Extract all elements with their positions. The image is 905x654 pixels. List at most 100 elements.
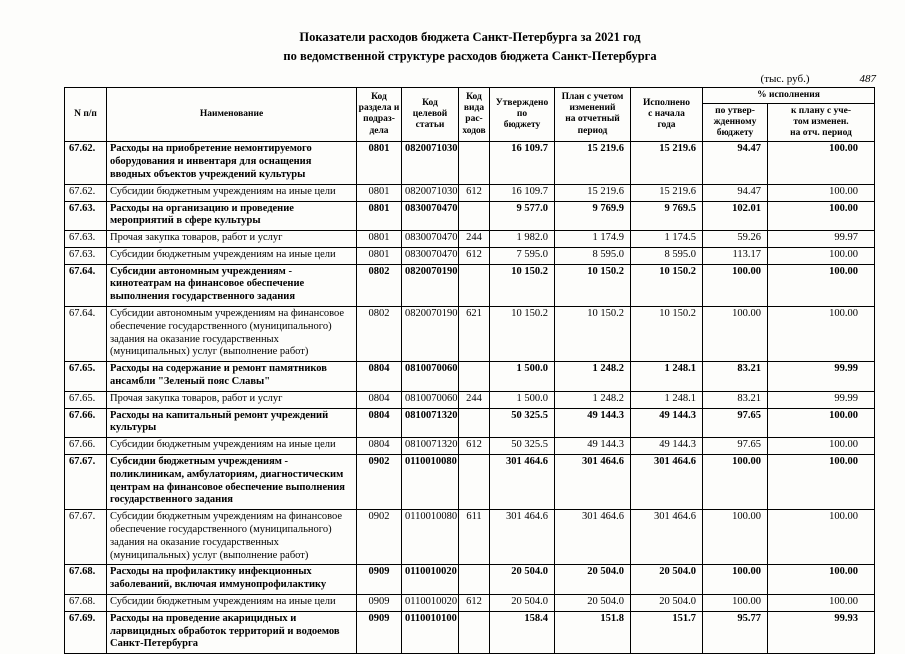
row-pct-budget-cell: 59.26 xyxy=(703,231,768,248)
row-pct-budget-cell: 100.00 xyxy=(703,455,768,510)
row-executed-cell: 15 219.6 xyxy=(631,184,703,201)
row-executed-cell: 301 464.6 xyxy=(631,455,703,510)
col-header-percent-budget: по утвер- жденному бюджету xyxy=(703,103,768,142)
row-executed-cell: 1 174.5 xyxy=(631,231,703,248)
row-type-code-cell: 611 xyxy=(459,510,490,565)
row-article-code-cell: 0110010080 xyxy=(402,455,459,510)
row-type-code-cell xyxy=(459,362,490,392)
row-executed-cell: 20 504.0 xyxy=(631,565,703,595)
row-article-code-cell: 0110010020 xyxy=(402,565,459,595)
row-pct-plan-cell: 100.00 xyxy=(768,595,875,612)
row-number-cell: 67.65. xyxy=(65,362,107,392)
row-name-cell: Субсидии автономным учреждениям - киноте… xyxy=(107,264,357,306)
row-pct-budget-cell: 95.77 xyxy=(703,611,768,653)
row-pct-plan-cell: 100.00 xyxy=(768,184,875,201)
row-number-cell: 67.64. xyxy=(65,264,107,306)
row-approved-cell: 50 325.5 xyxy=(490,438,555,455)
row-type-code-cell xyxy=(459,611,490,653)
row-section-code-cell: 0909 xyxy=(357,611,402,653)
row-number-cell: 67.67. xyxy=(65,510,107,565)
table-row: 67.62. Расходы на приобретение немонтиру… xyxy=(65,142,875,184)
row-article-code-cell: 0820071030 xyxy=(402,142,459,184)
row-number-cell: 67.67. xyxy=(65,455,107,510)
row-type-code-cell xyxy=(459,201,490,231)
row-approved-cell: 7 595.0 xyxy=(490,247,555,264)
row-pct-budget-cell: 100.00 xyxy=(703,510,768,565)
row-pct-budget-cell: 100.00 xyxy=(703,565,768,595)
col-header-article-code: Код целевой статьи xyxy=(402,87,459,142)
col-header-executed: Исполнено с начала года xyxy=(631,87,703,142)
row-plan-cell: 301 464.6 xyxy=(555,510,631,565)
row-plan-cell: 10 150.2 xyxy=(555,307,631,362)
table-body: 67.62. Расходы на приобретение немонтиру… xyxy=(65,142,875,654)
row-pct-budget-cell: 100.00 xyxy=(703,595,768,612)
row-name-cell: Субсидии бюджетным учреждениям - поликли… xyxy=(107,455,357,510)
row-pct-plan-cell: 100.00 xyxy=(768,455,875,510)
table-row: 67.63. Субсидии бюджетным учреждениям на… xyxy=(65,247,875,264)
document-title-line2: по ведомственной структуре расходов бюдж… xyxy=(64,47,876,66)
row-section-code-cell: 0902 xyxy=(357,510,402,565)
row-pct-plan-cell: 100.00 xyxy=(768,247,875,264)
row-approved-cell: 301 464.6 xyxy=(490,455,555,510)
row-pct-plan-cell: 100.00 xyxy=(768,201,875,231)
col-header-type-code: Код вида рас- ходов xyxy=(459,87,490,142)
row-pct-plan-cell: 99.99 xyxy=(768,362,875,392)
row-pct-budget-cell: 83.21 xyxy=(703,362,768,392)
table-row: 67.62. Субсидии бюджетным учреждениям на… xyxy=(65,184,875,201)
row-plan-cell: 20 504.0 xyxy=(555,595,631,612)
row-approved-cell: 158.4 xyxy=(490,611,555,653)
row-executed-cell: 9 769.5 xyxy=(631,201,703,231)
row-approved-cell: 20 504.0 xyxy=(490,565,555,595)
row-plan-cell: 1 174.9 xyxy=(555,231,631,248)
row-section-code-cell: 0801 xyxy=(357,231,402,248)
row-section-code-cell: 0801 xyxy=(357,184,402,201)
row-type-code-cell: 612 xyxy=(459,438,490,455)
row-name-cell: Субсидии бюджетным учреждениям на финанс… xyxy=(107,510,357,565)
row-type-code-cell: 612 xyxy=(459,184,490,201)
row-type-code-cell: 244 xyxy=(459,391,490,408)
row-pct-budget-cell: 94.47 xyxy=(703,142,768,184)
row-number-cell: 67.68. xyxy=(65,565,107,595)
table-row: 67.66. Субсидии бюджетным учреждениям на… xyxy=(65,438,875,455)
row-plan-cell: 49 144.3 xyxy=(555,408,631,438)
row-approved-cell: 10 150.2 xyxy=(490,264,555,306)
row-article-code-cell: 0810071320 xyxy=(402,408,459,438)
row-article-code-cell: 0110010020 xyxy=(402,595,459,612)
row-pct-budget-cell: 100.00 xyxy=(703,307,768,362)
row-executed-cell: 1 248.1 xyxy=(631,391,703,408)
row-pct-budget-cell: 97.65 xyxy=(703,408,768,438)
row-type-code-cell: 612 xyxy=(459,595,490,612)
col-header-approved: Утверждено по бюджету xyxy=(490,87,555,142)
row-type-code-cell xyxy=(459,408,490,438)
row-section-code-cell: 0804 xyxy=(357,408,402,438)
row-number-cell: 67.63. xyxy=(65,201,107,231)
row-pct-plan-cell: 100.00 xyxy=(768,565,875,595)
document-title-line1: Показатели расходов бюджета Санкт-Петерб… xyxy=(64,28,876,47)
col-header-percent-plan: к плану с уче- том изменен. на отч. пери… xyxy=(768,103,875,142)
row-article-code-cell: 0820070190 xyxy=(402,264,459,306)
row-pct-plan-cell: 99.97 xyxy=(768,231,875,248)
row-article-code-cell: 0810070060 xyxy=(402,362,459,392)
row-approved-cell: 16 109.7 xyxy=(490,142,555,184)
col-header-num: N п/п xyxy=(65,87,107,142)
row-pct-plan-cell: 99.99 xyxy=(768,391,875,408)
row-approved-cell: 301 464.6 xyxy=(490,510,555,565)
row-article-code-cell: 0820070190 xyxy=(402,307,459,362)
table-row: 67.68. Субсидии бюджетным учреждениям на… xyxy=(65,595,875,612)
row-name-cell: Прочая закупка товаров, работ и услуг xyxy=(107,231,357,248)
row-pct-plan-cell: 100.00 xyxy=(768,510,875,565)
row-executed-cell: 10 150.2 xyxy=(631,264,703,306)
table-row: 67.63. Прочая закупка товаров, работ и у… xyxy=(65,231,875,248)
row-approved-cell: 50 325.5 xyxy=(490,408,555,438)
row-section-code-cell: 0801 xyxy=(357,201,402,231)
row-section-code-cell: 0902 xyxy=(357,455,402,510)
row-section-code-cell: 0801 xyxy=(357,142,402,184)
table-row: 67.67. Субсидии бюджетным учреждениям - … xyxy=(65,455,875,510)
row-pct-plan-cell: 100.00 xyxy=(768,408,875,438)
row-plan-cell: 15 219.6 xyxy=(555,142,631,184)
row-executed-cell: 301 464.6 xyxy=(631,510,703,565)
row-type-code-cell xyxy=(459,455,490,510)
row-pct-plan-cell: 100.00 xyxy=(768,307,875,362)
table-row: 67.68. Расходы на профилактику инфекцион… xyxy=(65,565,875,595)
table-row: 67.65. Прочая закупка товаров, работ и у… xyxy=(65,391,875,408)
